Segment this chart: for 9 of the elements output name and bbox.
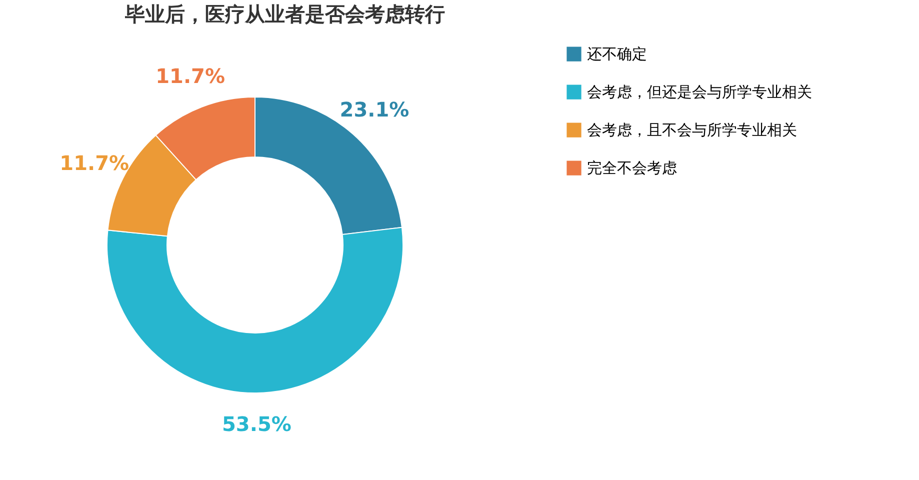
legend-label: 会考虑，且不会与所学专业相关 [587, 121, 797, 139]
legend-label: 完全不会考虑 [587, 159, 677, 177]
data-label: 11.7% [156, 64, 226, 88]
chart-title: 毕业后，医疗从业者是否会考虑转行 [124, 2, 445, 26]
data-label: 53.5% [222, 412, 292, 436]
data-label: 11.7% [60, 150, 130, 175]
legend-label: 还不确定 [587, 45, 647, 63]
data-label: 23.1% [340, 97, 410, 122]
legend-label: 会考虑，但还是会与所学专业相关 [587, 83, 812, 101]
